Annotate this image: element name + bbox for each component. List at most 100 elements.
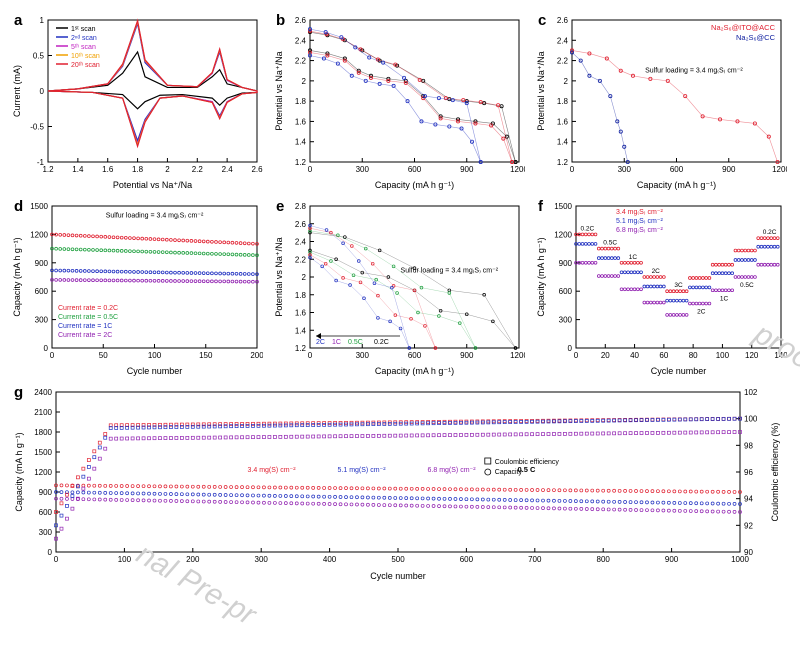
svg-text:300: 300: [255, 555, 269, 564]
panel-e-chart: 030060090012001.21.41.61.822.22.42.62.8C…: [272, 196, 525, 376]
svg-text:100: 100: [148, 351, 162, 360]
svg-text:100: 100: [744, 415, 758, 424]
svg-text:1.6: 1.6: [557, 117, 569, 126]
svg-text:0: 0: [50, 351, 55, 360]
svg-text:1.6: 1.6: [102, 165, 114, 174]
svg-text:2.4: 2.4: [295, 238, 307, 247]
panel-f-chart: 020406080100120140030060090012001500Cycl…: [534, 196, 787, 376]
svg-text:100: 100: [118, 555, 132, 564]
svg-text:1200: 1200: [30, 230, 48, 239]
svg-text:600: 600: [408, 351, 422, 360]
svg-text:3C: 3C: [674, 282, 683, 289]
svg-text:600: 600: [559, 287, 573, 296]
panel-d-label: d: [14, 198, 23, 215]
svg-text:Na₂S₆@ITO@ACC: Na₂S₆@ITO@ACC: [711, 23, 776, 32]
svg-text:Potential vs Na⁺/Na: Potential vs Na⁺/Na: [536, 51, 546, 130]
panel-b: b 030060090012001.21.41.61.822.22.42.6Ca…: [272, 10, 528, 190]
svg-text:500: 500: [391, 555, 405, 564]
panel-c: c 030060090012001.21.41.61.822.22.42.6Ca…: [534, 10, 790, 190]
panel-f-label: f: [538, 198, 543, 215]
svg-text:900: 900: [35, 259, 49, 268]
svg-text:2100: 2100: [34, 408, 52, 417]
svg-text:60: 60: [659, 351, 668, 360]
svg-text:Cycle number: Cycle number: [370, 571, 426, 581]
svg-text:300: 300: [35, 316, 49, 325]
svg-text:900: 900: [39, 488, 53, 497]
svg-text:800: 800: [597, 555, 611, 564]
svg-text:Capacity: Capacity: [495, 469, 523, 476]
svg-text:2C: 2C: [652, 268, 661, 275]
svg-text:900: 900: [722, 165, 736, 174]
svg-text:5.1 mg₍S₎ cm⁻²: 5.1 mg₍S₎ cm⁻²: [616, 218, 663, 225]
svg-text:Current rate = 1C: Current rate = 1C: [58, 323, 112, 330]
svg-text:1.4: 1.4: [557, 138, 569, 147]
svg-text:1500: 1500: [554, 202, 572, 211]
svg-text:400: 400: [323, 555, 337, 564]
svg-text:94: 94: [744, 495, 753, 504]
svg-text:1.4: 1.4: [295, 138, 307, 147]
panel-a-chart: 1.21.41.61.822.22.42.6-1-0.500.51Potenti…: [10, 10, 263, 190]
svg-text:0.5C: 0.5C: [740, 282, 754, 289]
figure-grid: a 1.21.41.61.822.22.42.6-1-0.500.51Poten…: [10, 10, 790, 582]
svg-text:90: 90: [744, 548, 753, 557]
svg-text:Current rate = 0.2C: Current rate = 0.2C: [58, 305, 118, 312]
svg-text:0.2C: 0.2C: [581, 225, 595, 232]
svg-text:300: 300: [559, 316, 573, 325]
svg-text:1.2: 1.2: [557, 158, 569, 167]
svg-text:2.2: 2.2: [295, 255, 307, 264]
svg-text:1200: 1200: [510, 165, 525, 174]
svg-text:50: 50: [99, 351, 108, 360]
svg-text:1.6: 1.6: [295, 117, 307, 126]
svg-text:300: 300: [356, 165, 370, 174]
svg-text:0: 0: [40, 87, 45, 96]
svg-text:Cycle number: Cycle number: [127, 366, 183, 376]
svg-text:92: 92: [744, 521, 753, 530]
svg-text:2.2: 2.2: [295, 57, 307, 66]
svg-text:900: 900: [559, 259, 573, 268]
svg-text:1.2: 1.2: [295, 158, 307, 167]
panel-d-chart: 050100150200030060090012001500Cycle numb…: [10, 196, 263, 376]
svg-text:Capacity (mA h g⁻¹): Capacity (mA h g⁻¹): [12, 237, 22, 316]
svg-text:1.8: 1.8: [132, 165, 144, 174]
svg-text:Capacity (mA h g⁻¹): Capacity (mA h g⁻¹): [14, 432, 24, 511]
svg-text:Potential vs Na⁺/Na: Potential vs Na⁺/Na: [274, 237, 284, 316]
svg-text:Current (mA): Current (mA): [12, 65, 22, 117]
svg-text:Coulombic efficiency (%): Coulombic efficiency (%): [770, 423, 780, 522]
svg-text:20: 20: [601, 351, 610, 360]
svg-text:1200: 1200: [554, 230, 572, 239]
svg-text:1.2: 1.2: [295, 344, 307, 353]
svg-text:100: 100: [716, 351, 730, 360]
svg-text:Capacity (mA h g⁻¹): Capacity (mA h g⁻¹): [375, 180, 454, 190]
svg-text:300: 300: [39, 528, 53, 537]
svg-text:96: 96: [744, 468, 753, 477]
svg-text:2400: 2400: [34, 388, 52, 397]
svg-text:-0.5: -0.5: [30, 123, 44, 132]
svg-text:1C: 1C: [629, 254, 638, 261]
svg-text:2.2: 2.2: [192, 165, 204, 174]
panel-a: a 1.21.41.61.822.22.42.6-1-0.500.51Poten…: [10, 10, 266, 190]
svg-text:600: 600: [408, 165, 422, 174]
svg-text:1800: 1800: [34, 428, 52, 437]
svg-text:140: 140: [774, 351, 787, 360]
svg-text:Potential vs Na⁺/Na: Potential vs Na⁺/Na: [274, 51, 284, 130]
svg-text:0: 0: [44, 344, 49, 353]
svg-text:900: 900: [460, 165, 474, 174]
svg-text:1: 1: [40, 16, 45, 25]
svg-text:0: 0: [308, 165, 313, 174]
svg-text:Capacity (mA h g⁻¹): Capacity (mA h g⁻¹): [637, 180, 716, 190]
svg-text:2.4: 2.4: [222, 165, 234, 174]
svg-text:300: 300: [618, 165, 632, 174]
svg-text:2: 2: [302, 273, 307, 282]
svg-text:Sulfur loading = 3.4 mg₍S₎ cm⁻: Sulfur loading = 3.4 mg₍S₎ cm⁻²: [106, 212, 204, 219]
svg-text:0.5C: 0.5C: [348, 339, 363, 346]
svg-text:20ᵗʰ scan: 20ᵗʰ scan: [71, 62, 100, 69]
svg-text:200: 200: [250, 351, 263, 360]
svg-text:3.4 mg(S) cm⁻²: 3.4 mg(S) cm⁻²: [248, 467, 297, 474]
svg-text:2.6: 2.6: [251, 165, 263, 174]
svg-text:1200: 1200: [34, 468, 52, 477]
panel-c-label: c: [538, 12, 546, 29]
svg-text:600: 600: [460, 555, 474, 564]
svg-text:1.4: 1.4: [295, 326, 307, 335]
svg-text:5ᵗʰ scan: 5ᵗʰ scan: [71, 44, 96, 51]
svg-text:2.2: 2.2: [557, 57, 569, 66]
